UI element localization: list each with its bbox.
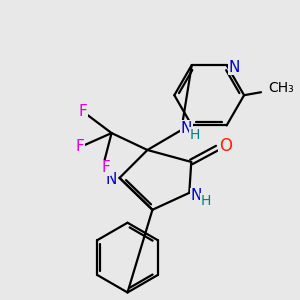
Text: O: O [219,137,232,155]
Text: F: F [101,160,110,175]
Text: F: F [78,103,87,118]
Text: N: N [229,59,240,74]
Text: N: N [106,172,117,188]
Text: H: H [190,128,200,142]
Text: N: N [181,121,192,136]
Text: F: F [75,139,84,154]
Text: CH₃: CH₃ [268,81,294,95]
Text: N: N [190,188,202,203]
Text: H: H [201,194,211,208]
